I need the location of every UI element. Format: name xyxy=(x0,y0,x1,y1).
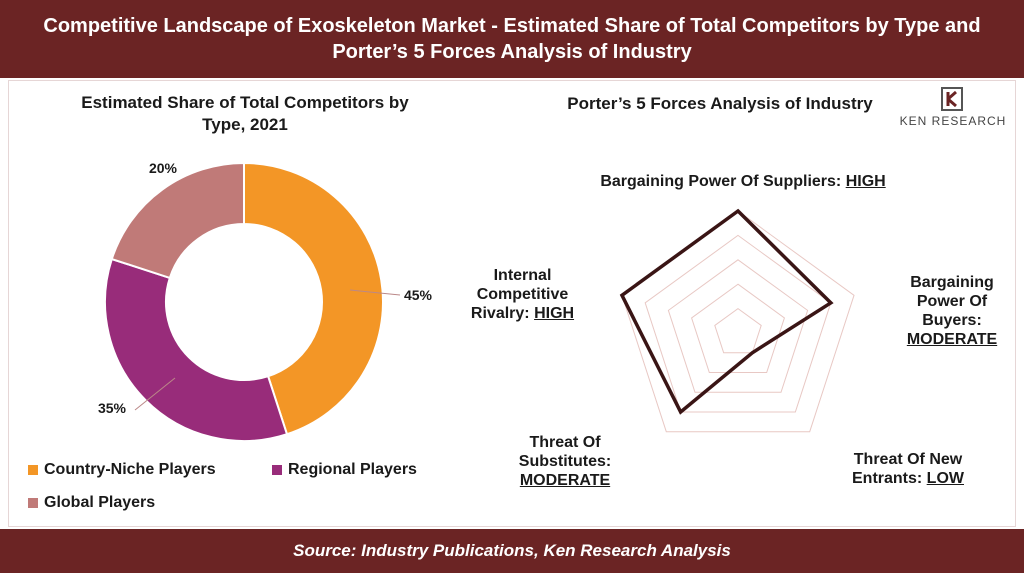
force-name-line: Rivalry: xyxy=(470,305,535,322)
legend-label: Country-Niche Players xyxy=(44,461,216,478)
force-name-line: Competitive xyxy=(476,286,569,303)
page-title: Competitive Landscape of Exoskeleton Mar… xyxy=(43,15,981,63)
slice-value-label: 20% xyxy=(149,160,178,176)
force-name-line: Power Of xyxy=(916,293,988,310)
legend-swatch xyxy=(28,465,38,475)
force-label-suppliers: Bargaining Power Of Suppliers: HIGH xyxy=(588,172,898,191)
kr-logo-icon xyxy=(941,87,963,111)
radar-chart-title: Porter’s 5 Forces Analysis of Industry xyxy=(567,94,873,113)
legend-item-country-niche: Country-Niche Players xyxy=(28,461,216,479)
force-label-new-entrants: Threat Of New Entrants: LOW xyxy=(836,450,980,488)
donut-slice-2 xyxy=(110,161,245,280)
radar-point xyxy=(829,301,833,305)
force-level: MODERATE xyxy=(906,331,998,348)
slice-value-label: 35% xyxy=(98,400,127,416)
force-name: Bargaining Power Of Suppliers: xyxy=(600,173,846,190)
radar-grid-ring xyxy=(691,283,785,373)
force-label-buyers: Bargaining Power Of Buyers: MODERATE xyxy=(892,273,1012,349)
force-label-rivalry: Internal Competitive Rivalry: HIGH xyxy=(455,266,590,323)
force-level: LOW xyxy=(926,470,964,487)
radar-grid-ring xyxy=(621,210,855,433)
legend-label: Regional Players xyxy=(288,461,417,478)
radar-grid-ring xyxy=(667,259,809,393)
force-name-line: Bargaining xyxy=(910,274,994,291)
legend-item-regional: Regional Players xyxy=(272,461,417,479)
footer-bar: Source: Industry Publications, Ken Resea… xyxy=(0,529,1024,573)
radar-series-line xyxy=(619,208,834,415)
logo-text: KEN RESEARCH xyxy=(899,114,1007,128)
force-level: MODERATE xyxy=(519,472,611,489)
leader-line xyxy=(134,377,176,411)
content-panel xyxy=(8,80,1016,527)
force-name-line: Internal xyxy=(493,267,552,284)
radar-point xyxy=(679,410,683,414)
radar-grid-ring xyxy=(644,234,832,413)
legend-item-global: Global Players xyxy=(28,494,155,512)
slice-value-label: 45% xyxy=(404,287,433,303)
force-name-line: Substitutes: xyxy=(518,453,612,470)
force-level: HIGH xyxy=(534,305,575,322)
force-name-line: Threat Of xyxy=(529,434,601,451)
header-bar: Competitive Landscape of Exoskeleton Mar… xyxy=(0,0,1024,78)
leader-line xyxy=(349,289,401,296)
legend-swatch xyxy=(28,498,38,508)
radar-point xyxy=(736,209,740,213)
force-name-line: Threat Of New xyxy=(853,451,963,468)
force-name-line: Entrants: xyxy=(852,470,927,487)
force-name-line: Buyers: xyxy=(922,312,982,329)
donut-slice-0 xyxy=(243,161,384,436)
legend-label: Global Players xyxy=(44,494,156,511)
force-label-substitutes: Threat Of Substitutes: MODERATE xyxy=(505,433,625,490)
radar-grid-ring xyxy=(714,307,762,354)
legend-swatch xyxy=(272,465,282,475)
source-note: Source: Industry Publications, Ken Resea… xyxy=(293,541,731,560)
radar-point xyxy=(620,293,624,297)
force-level: HIGH xyxy=(845,173,886,190)
ken-research-logo: KEN RESEARCH xyxy=(888,86,1018,130)
radar-point xyxy=(750,351,754,355)
donut-slice-1 xyxy=(104,257,289,442)
donut-chart-title: Estimated Share of Total Competitors by … xyxy=(81,93,409,134)
